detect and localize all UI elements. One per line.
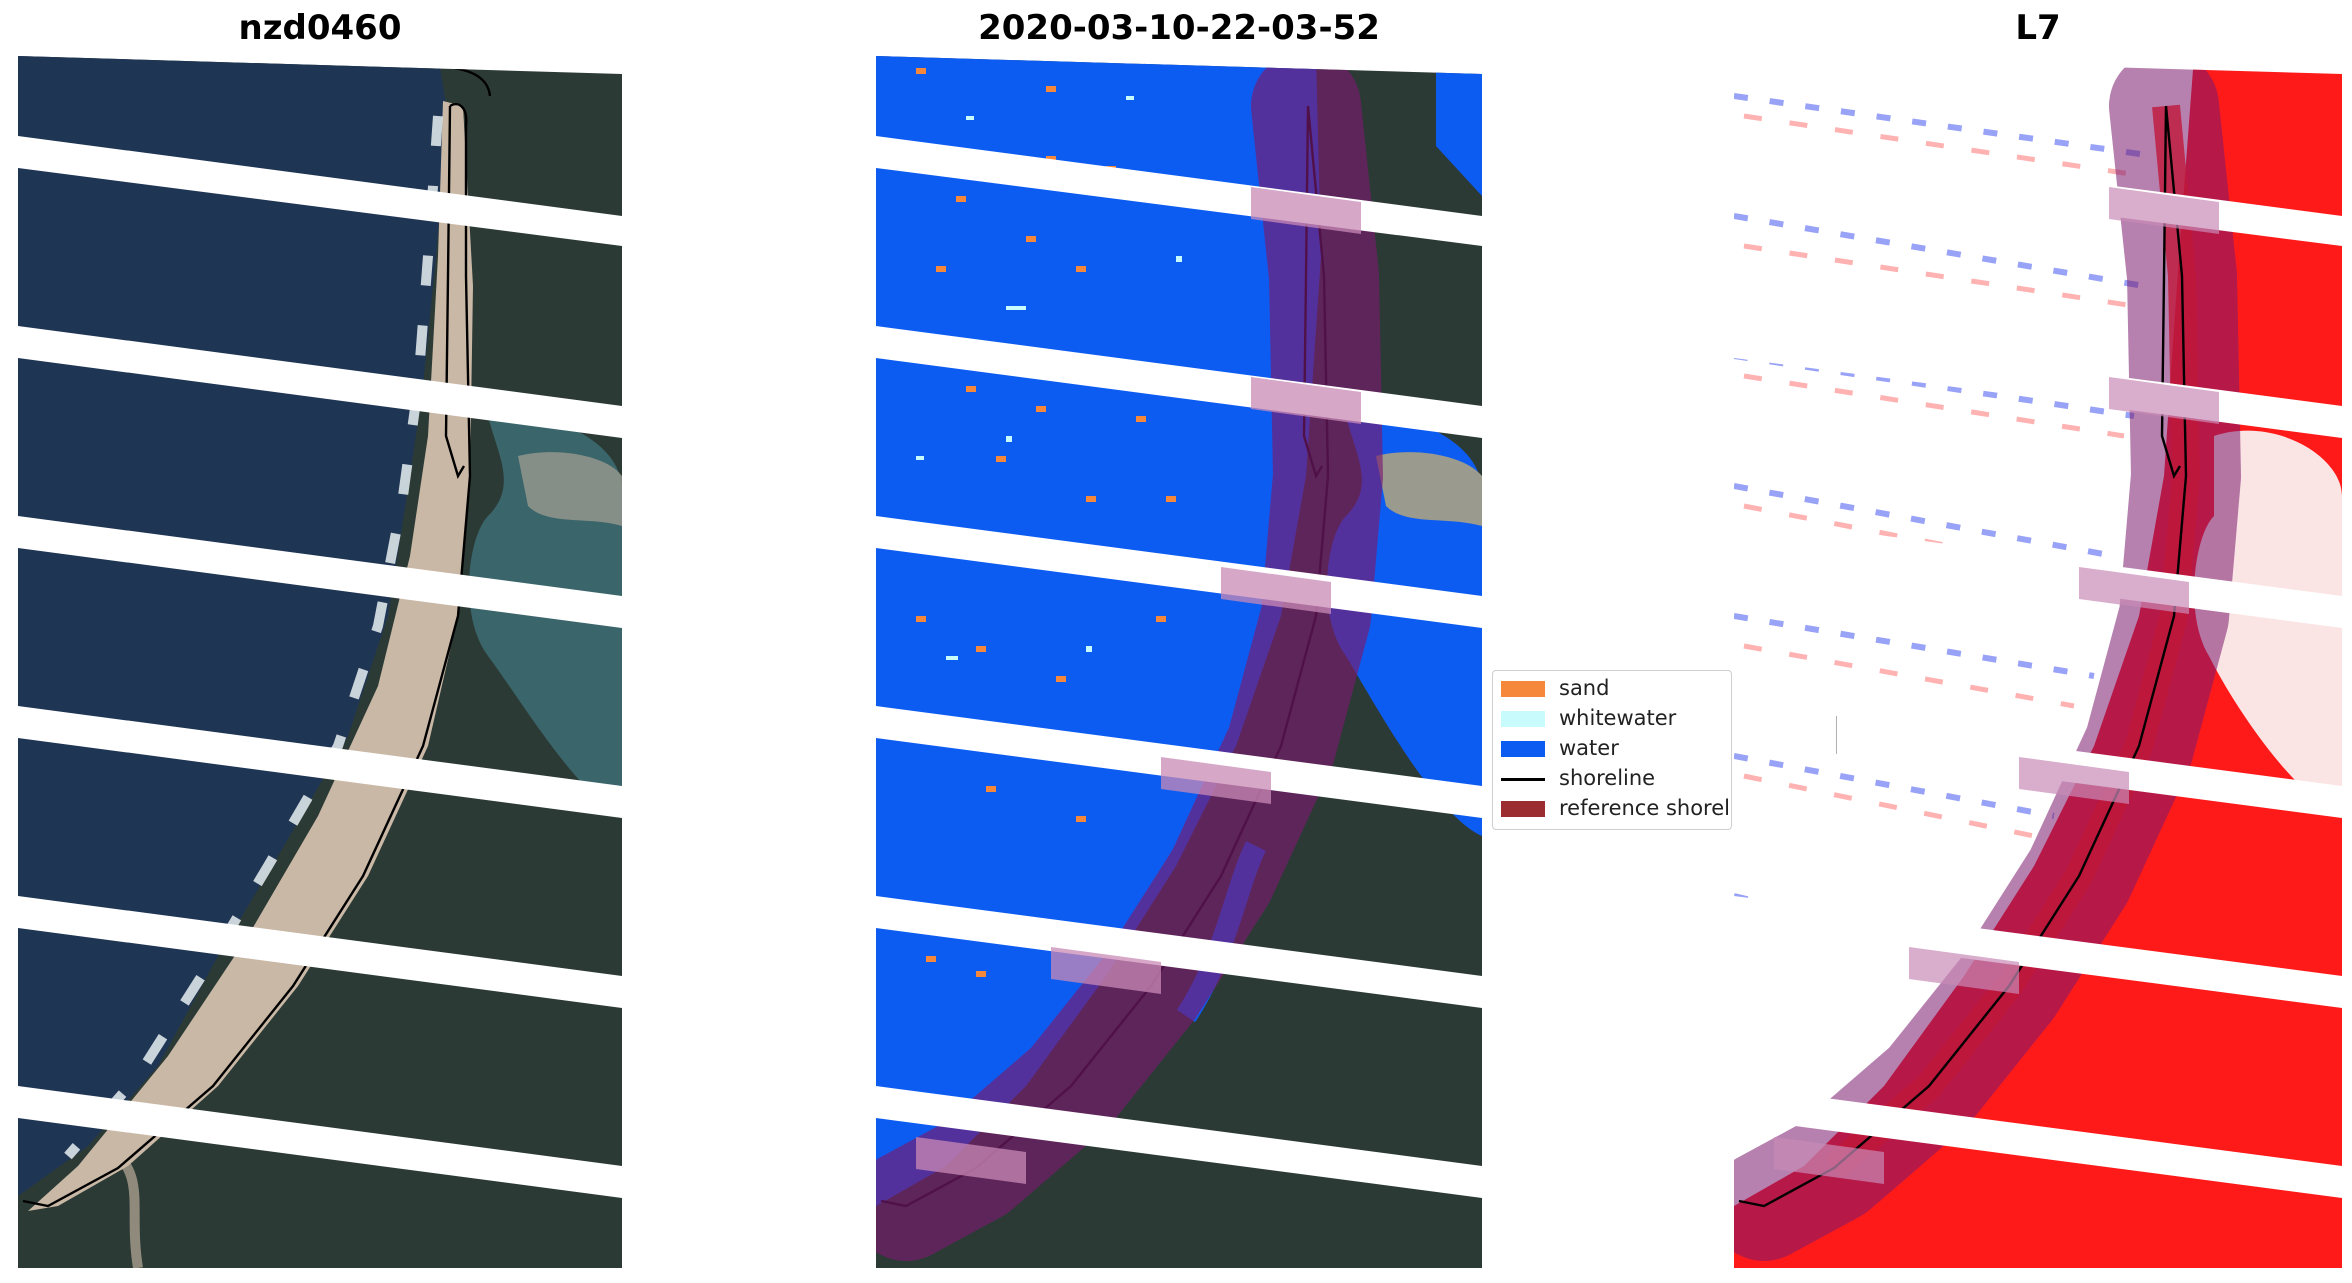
surf-line <box>64 115 443 1160</box>
sand-pixels <box>916 68 1176 977</box>
panel-title-rgb: nzd0460 <box>238 8 402 48</box>
scan-line-gaps <box>18 136 622 1198</box>
index-image-panel <box>1734 56 2342 1268</box>
classification-panel <box>876 56 1482 1268</box>
sand-flat <box>518 452 622 526</box>
legend-label: whitewater <box>1559 706 1677 730</box>
rgb-image-panel <box>18 56 622 1268</box>
buffer-over-gaps <box>1774 187 2219 1184</box>
sand-patches <box>1376 452 1482 526</box>
scan-line-gaps <box>876 136 1482 1198</box>
water-class-north <box>1436 56 1482 196</box>
panel-title-classification: 2020-03-10-22-03-52 <box>978 8 1380 48</box>
panel-title-index: L7 <box>2015 8 2061 48</box>
legend-label: sand <box>1559 676 1610 700</box>
water-swatch <box>1501 741 1545 757</box>
ocean-noise <box>1734 93 2155 959</box>
legend-item-whitewater: whitewater <box>1493 703 1731 733</box>
legend-label: water <box>1559 736 1619 760</box>
shoreline-line-swatch <box>1501 778 1545 781</box>
legend: sand whitewater water shoreline referenc… <box>1492 670 1732 830</box>
sand-swatch <box>1501 681 1545 697</box>
axis-tick <box>1836 716 1837 754</box>
legend-label: reference shoreli <box>1559 796 1732 820</box>
legend-item-shoreline: shoreline <box>1493 763 1731 793</box>
ocean-noise-red <box>1743 113 2145 839</box>
reference-shoreline-swatch <box>1501 801 1545 817</box>
whitewater-pixels <box>916 96 1182 660</box>
beach-strip <box>28 101 473 1211</box>
legend-item-reference-shoreline: reference shoreli <box>1493 793 1732 823</box>
legend-item-sand: sand <box>1493 673 1731 703</box>
scan-line-gaps <box>1734 136 2342 1198</box>
buffer-over-gaps <box>916 187 1361 1184</box>
whitewater-swatch <box>1501 711 1545 727</box>
legend-item-water: water <box>1493 733 1731 763</box>
legend-label: shoreline <box>1559 766 1656 790</box>
